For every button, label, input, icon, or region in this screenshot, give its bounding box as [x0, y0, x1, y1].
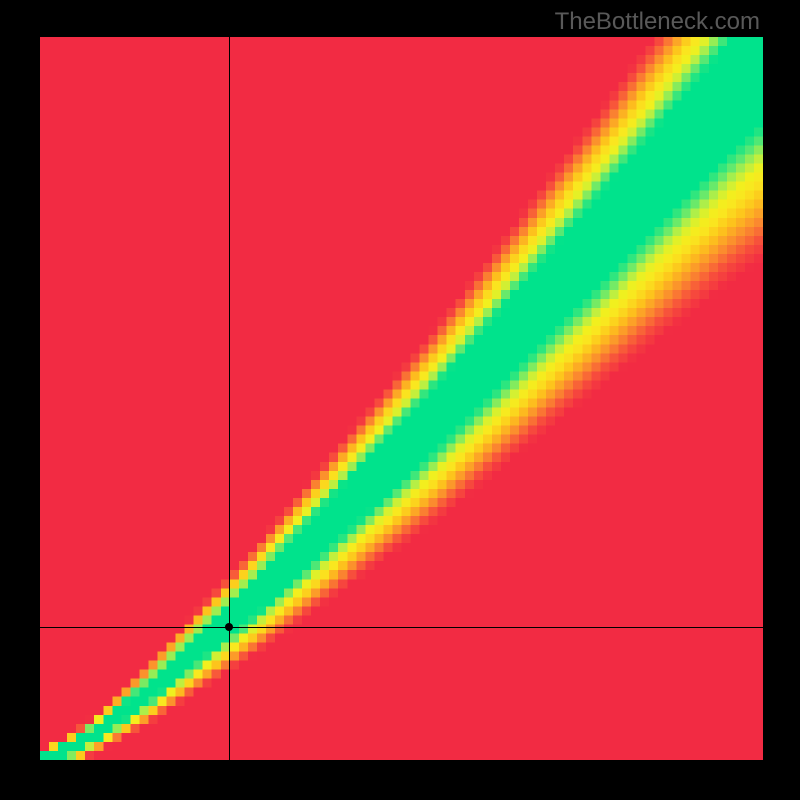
heatmap-canvas [40, 37, 763, 760]
chart-container: TheBottleneck.com [0, 0, 800, 800]
crosshair-vertical [229, 37, 230, 760]
heatmap-plot [40, 37, 763, 760]
crosshair-point [225, 623, 233, 631]
watermark-text: TheBottleneck.com [555, 8, 760, 36]
crosshair-horizontal [40, 627, 763, 628]
